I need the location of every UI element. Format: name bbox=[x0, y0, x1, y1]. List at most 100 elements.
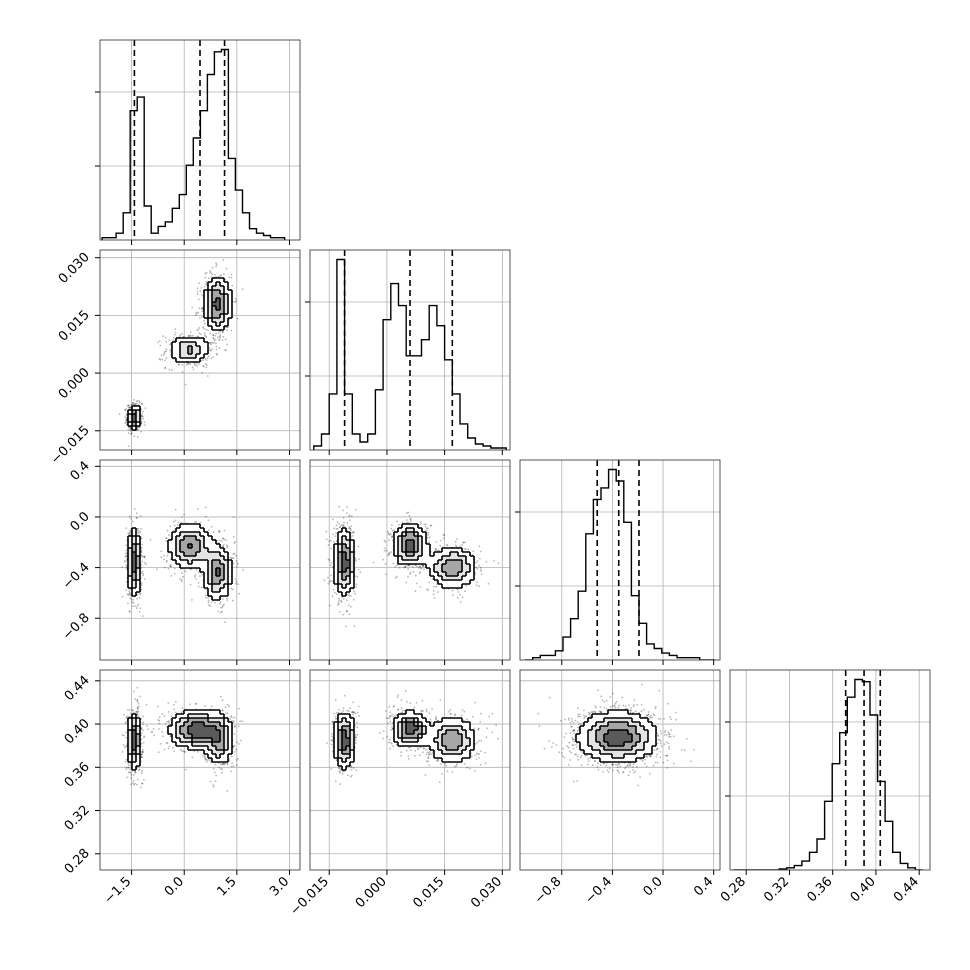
density-cell bbox=[184, 342, 189, 347]
density-cell bbox=[132, 422, 137, 427]
density-cell bbox=[220, 326, 225, 331]
density-cell bbox=[188, 346, 193, 351]
density-cell bbox=[224, 322, 229, 327]
density-cell bbox=[200, 548, 205, 553]
density-cell bbox=[200, 346, 205, 351]
density-cell bbox=[212, 294, 217, 299]
sample-point bbox=[461, 544, 464, 546]
density-cell bbox=[196, 540, 201, 545]
density-cell bbox=[184, 350, 189, 355]
sample-point bbox=[230, 329, 233, 332]
density-cell bbox=[132, 568, 137, 573]
density-cell bbox=[454, 552, 459, 557]
density-cell bbox=[136, 588, 141, 593]
density-cell bbox=[184, 560, 189, 565]
sample-point bbox=[181, 572, 183, 574]
sample-point bbox=[129, 533, 131, 536]
density-cell bbox=[414, 528, 419, 533]
sample-point bbox=[419, 586, 422, 588]
sample-point bbox=[129, 429, 132, 432]
sample-point bbox=[140, 420, 143, 423]
density-cell bbox=[212, 278, 217, 283]
density-cell bbox=[216, 596, 221, 601]
sample-point bbox=[174, 519, 177, 522]
sample-point bbox=[127, 404, 130, 407]
density-cell bbox=[204, 576, 209, 581]
sample-point bbox=[359, 571, 362, 574]
sample-point bbox=[222, 598, 224, 600]
sample-point bbox=[133, 508, 136, 510]
sample-point bbox=[226, 343, 229, 346]
sample-point bbox=[163, 359, 166, 362]
sample-point bbox=[128, 515, 131, 518]
density-cell bbox=[132, 564, 137, 569]
sample-point bbox=[125, 555, 127, 558]
sample-point bbox=[205, 515, 207, 518]
sample-point bbox=[201, 307, 204, 310]
density-cell bbox=[172, 350, 177, 355]
density-cell bbox=[414, 544, 419, 549]
density-cell bbox=[208, 544, 213, 549]
density-cell bbox=[410, 548, 415, 553]
sample-point bbox=[143, 424, 146, 426]
density-cell bbox=[176, 354, 181, 359]
density-cell bbox=[176, 556, 181, 561]
sample-point bbox=[143, 578, 146, 580]
sample-point bbox=[219, 275, 221, 277]
density-cell bbox=[350, 580, 355, 585]
sample-point bbox=[124, 555, 127, 558]
density-cell bbox=[426, 552, 431, 557]
density-cell bbox=[334, 572, 339, 577]
density-cell bbox=[220, 580, 225, 585]
density-cell bbox=[434, 564, 439, 569]
density-cell bbox=[216, 290, 221, 295]
density-cell bbox=[470, 568, 475, 573]
sample-point bbox=[394, 565, 397, 568]
density-cell bbox=[212, 286, 217, 291]
density-cell bbox=[132, 426, 137, 431]
sample-point bbox=[463, 548, 466, 550]
sample-point bbox=[331, 595, 334, 598]
density-p1-p3 bbox=[128, 524, 233, 601]
sample-point bbox=[220, 274, 223, 277]
sample-point bbox=[330, 574, 333, 577]
sample-point bbox=[332, 533, 335, 536]
density-cell bbox=[228, 560, 233, 565]
sample-point bbox=[455, 544, 457, 547]
density-cell bbox=[422, 540, 427, 545]
sample-point bbox=[129, 531, 132, 534]
sample-point bbox=[125, 419, 128, 421]
density-cell bbox=[204, 544, 209, 549]
density-cell bbox=[132, 406, 137, 411]
sample-point bbox=[331, 566, 334, 569]
sample-point bbox=[197, 585, 200, 588]
density-cell bbox=[128, 410, 133, 415]
sample-point bbox=[215, 264, 218, 266]
sample-point bbox=[125, 419, 127, 421]
sample-point bbox=[190, 335, 192, 337]
sample-point bbox=[196, 335, 199, 338]
sample-point bbox=[208, 347, 211, 350]
sample-point bbox=[338, 603, 340, 605]
sample-point bbox=[435, 548, 437, 551]
density-cell bbox=[196, 560, 201, 565]
density-cell bbox=[188, 560, 193, 565]
density-cell bbox=[196, 544, 201, 549]
sample-point bbox=[234, 297, 237, 300]
sample-point bbox=[127, 432, 130, 435]
density-cell bbox=[342, 540, 347, 545]
sample-point bbox=[421, 567, 423, 569]
sample-point bbox=[174, 508, 177, 511]
density-cell bbox=[446, 552, 451, 557]
sample-point bbox=[383, 539, 386, 542]
sample-point bbox=[354, 592, 356, 595]
density-cell bbox=[454, 568, 459, 573]
sample-point bbox=[436, 549, 439, 552]
sample-point bbox=[424, 525, 427, 528]
density-cell bbox=[426, 556, 431, 561]
sample-point bbox=[169, 342, 172, 345]
density-cell bbox=[224, 564, 229, 569]
density-cell bbox=[216, 556, 221, 561]
density-cell bbox=[418, 556, 423, 561]
sample-point bbox=[334, 535, 337, 537]
